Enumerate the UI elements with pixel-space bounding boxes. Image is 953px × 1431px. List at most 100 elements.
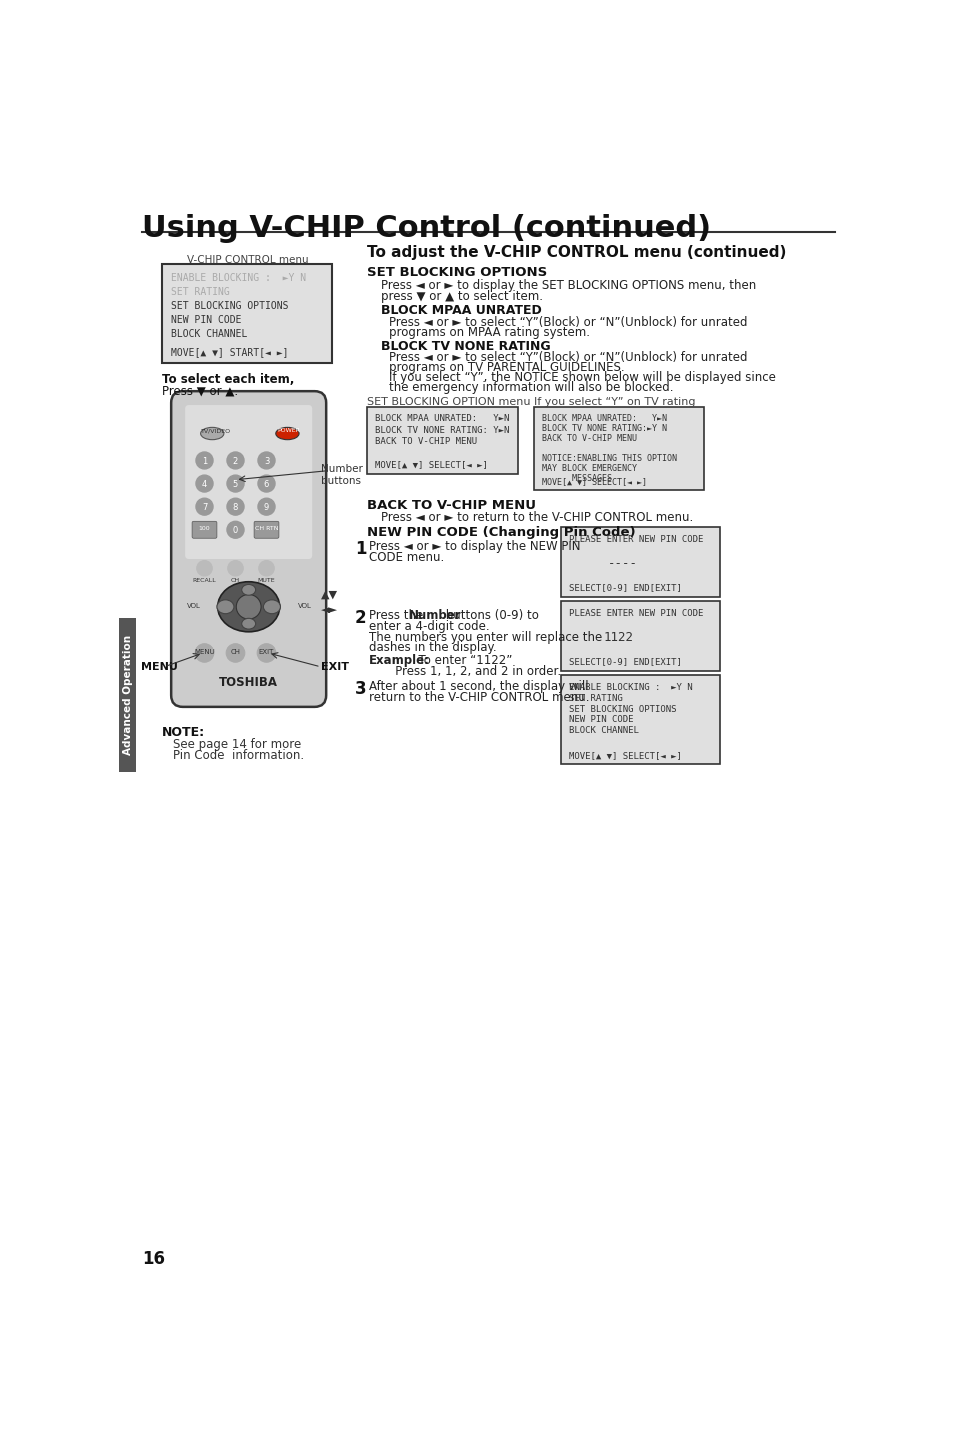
Circle shape (257, 498, 274, 515)
Text: Press ◄ or ► to select “Y”(Block) or “N”(Unblock) for unrated: Press ◄ or ► to select “Y”(Block) or “N”… (389, 351, 746, 363)
Text: dashes in the display.: dashes in the display. (369, 641, 496, 654)
Text: SET RATING: SET RATING (171, 288, 230, 298)
Text: MENU: MENU (193, 650, 214, 655)
Text: To select each item,: To select each item, (162, 373, 294, 386)
Text: the emergency information will also be blocked.: the emergency information will also be b… (389, 381, 673, 394)
Circle shape (257, 452, 274, 469)
Text: EXIT: EXIT (258, 650, 274, 655)
Text: programs on TV PARENTAL GUIDELINES.: programs on TV PARENTAL GUIDELINES. (389, 361, 624, 373)
Text: MAY BLOCK EMERGENCY: MAY BLOCK EMERGENCY (541, 464, 636, 474)
Text: BLOCK CHANNEL: BLOCK CHANNEL (568, 726, 638, 736)
Text: BACK TO V-CHIP MENU: BACK TO V-CHIP MENU (367, 499, 536, 512)
Text: BLOCK TV NONE RATING: Y►N: BLOCK TV NONE RATING: Y►N (375, 426, 509, 435)
Text: 4: 4 (202, 479, 207, 489)
Text: See page 14 for more: See page 14 for more (173, 738, 301, 751)
Text: Press ◄ or ► to display the SET BLOCKING OPTIONS menu, then: Press ◄ or ► to display the SET BLOCKING… (381, 279, 756, 292)
Text: Number
buttons: Number buttons (320, 464, 362, 487)
Text: NOTE:: NOTE: (162, 726, 205, 740)
Text: programs on MPAA rating system.: programs on MPAA rating system. (389, 326, 589, 339)
Text: ▲▼: ▲▼ (320, 590, 337, 600)
Text: Example:: Example: (369, 654, 430, 667)
Text: Number: Number (409, 610, 461, 622)
Text: enter a 4-digit code.: enter a 4-digit code. (369, 620, 489, 633)
Circle shape (228, 561, 243, 575)
FancyBboxPatch shape (171, 391, 326, 707)
Circle shape (257, 475, 274, 492)
Text: TOSHIBA: TOSHIBA (219, 675, 278, 690)
Text: BLOCK TV NONE RATING: BLOCK TV NONE RATING (381, 339, 550, 352)
FancyBboxPatch shape (253, 521, 278, 538)
Text: 3: 3 (355, 680, 366, 698)
Text: BLOCK MPAA UNRATED: BLOCK MPAA UNRATED (381, 305, 541, 318)
Text: CH: CH (231, 650, 240, 655)
FancyBboxPatch shape (185, 405, 312, 560)
Text: ENABLE BLOCKING :  ►Y N: ENABLE BLOCKING : ►Y N (568, 683, 692, 693)
Text: MOVE[▲ ▼] SELECT[◄ ►]: MOVE[▲ ▼] SELECT[◄ ►] (375, 461, 487, 469)
Text: PLEASE ENTER NEW PIN CODE: PLEASE ENTER NEW PIN CODE (568, 610, 702, 618)
Text: 1122: 1122 (603, 631, 633, 644)
Text: 0: 0 (233, 527, 238, 535)
Circle shape (227, 475, 244, 492)
Text: SELECT[0-9] END[EXIT]: SELECT[0-9] END[EXIT] (568, 582, 680, 592)
Circle shape (227, 521, 244, 538)
Text: BACK TO V-CHIP MENU: BACK TO V-CHIP MENU (541, 434, 636, 444)
Text: CH: CH (231, 578, 240, 584)
Text: SET RATING: SET RATING (568, 694, 622, 703)
FancyBboxPatch shape (192, 521, 216, 538)
Text: POWER: POWER (277, 428, 300, 434)
Text: 1: 1 (355, 539, 366, 558)
Circle shape (227, 498, 244, 515)
Bar (560, 601, 720, 671)
Text: SET BLOCKING OPTION menu: SET BLOCKING OPTION menu (367, 396, 530, 406)
Text: MESSAGES: MESSAGES (541, 474, 611, 484)
Circle shape (195, 498, 213, 515)
Text: Press the: Press the (369, 610, 426, 622)
Text: 9: 9 (264, 502, 269, 512)
Text: RECALL: RECALL (193, 578, 216, 584)
Text: If you select “Y”, the NOTICE shown below will be displayed since: If you select “Y”, the NOTICE shown belo… (389, 371, 775, 384)
Text: SELECT[0-9] END[EXIT]: SELECT[0-9] END[EXIT] (568, 657, 680, 665)
Text: TV/VIDEO: TV/VIDEO (201, 428, 232, 434)
Bar (560, 528, 720, 597)
Text: EXIT: EXIT (320, 663, 349, 673)
Text: VOL: VOL (187, 602, 200, 610)
Text: The numbers you enter will replace the: The numbers you enter will replace the (369, 631, 601, 644)
Ellipse shape (275, 428, 298, 439)
Text: 16: 16 (142, 1249, 165, 1268)
Text: 2: 2 (355, 610, 366, 627)
Text: 1: 1 (202, 456, 207, 465)
Text: After about 1 second, the display will: After about 1 second, the display will (369, 680, 588, 693)
Text: CH RTN: CH RTN (254, 527, 278, 531)
Text: BLOCK TV NONE RATING:►Y N: BLOCK TV NONE RATING:►Y N (541, 424, 666, 434)
Circle shape (195, 452, 213, 469)
Text: Pin Code  information.: Pin Code information. (173, 750, 304, 763)
Text: SET BLOCKING OPTIONS: SET BLOCKING OPTIONS (568, 704, 676, 714)
Text: CODE menu.: CODE menu. (369, 551, 443, 564)
Circle shape (236, 594, 261, 620)
Circle shape (196, 561, 212, 575)
Text: V-CHIP CONTROL menu: V-CHIP CONTROL menu (187, 255, 309, 265)
Text: NEW PIN CODE: NEW PIN CODE (568, 716, 633, 724)
Text: MOVE[▲ ▼] START[◄ ►]: MOVE[▲ ▼] START[◄ ►] (171, 348, 289, 358)
Text: Press ▼ or ▲.: Press ▼ or ▲. (162, 385, 237, 398)
Bar (534, 406, 703, 489)
Text: buttons (0-9) to: buttons (0-9) to (442, 610, 538, 622)
Text: NEW PIN CODE: NEW PIN CODE (171, 315, 241, 325)
Circle shape (257, 644, 275, 663)
Text: NEW PIN CODE (Changing Pin Code): NEW PIN CODE (Changing Pin Code) (367, 527, 636, 539)
Text: MUTE: MUTE (257, 578, 275, 584)
Bar (560, 675, 720, 764)
Circle shape (226, 644, 245, 663)
Circle shape (195, 475, 213, 492)
Text: BACK TO V-CHIP MENU: BACK TO V-CHIP MENU (375, 438, 476, 446)
Text: NOTICE:ENABLING THIS OPTION: NOTICE:ENABLING THIS OPTION (541, 454, 676, 464)
Text: 5: 5 (233, 479, 238, 489)
Text: SET BLOCKING OPTIONS: SET BLOCKING OPTIONS (171, 301, 289, 311)
Text: BLOCK CHANNEL: BLOCK CHANNEL (171, 329, 247, 339)
Text: MENU: MENU (141, 663, 177, 673)
Text: Press ◄ or ► to select “Y”(Block) or “N”(Unblock) for unrated: Press ◄ or ► to select “Y”(Block) or “N”… (389, 316, 746, 329)
Text: SET BLOCKING OPTIONS: SET BLOCKING OPTIONS (367, 266, 547, 279)
Text: MOVE[▲ ▼] SELECT[◄ ►]: MOVE[▲ ▼] SELECT[◄ ►] (541, 478, 646, 487)
Ellipse shape (200, 428, 224, 439)
Ellipse shape (241, 618, 255, 630)
